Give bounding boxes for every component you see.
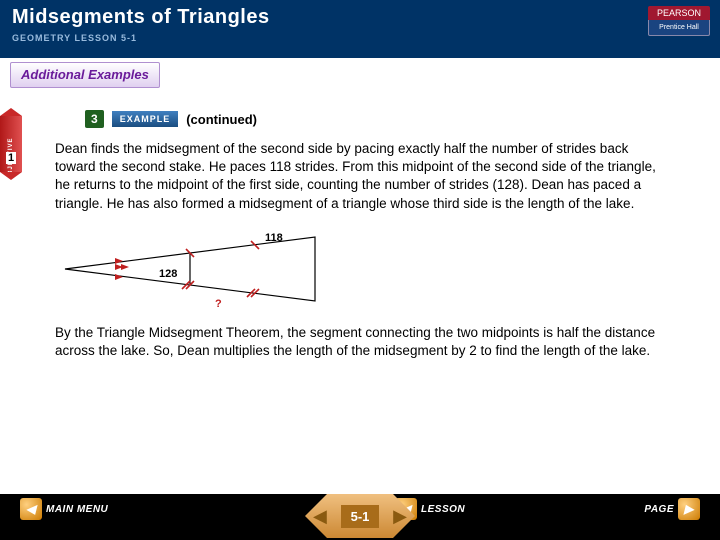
example-badge: EXAMPLE bbox=[112, 111, 179, 127]
page-button[interactable]: PAGE ▶ bbox=[644, 498, 700, 520]
diagram-label-128: 128 bbox=[159, 268, 177, 280]
publisher-logo: PEARSON Prentice Hall bbox=[648, 6, 710, 36]
arrow-left-icon: ◀ bbox=[20, 498, 42, 520]
triangle-diagram: 118 128 ? bbox=[55, 229, 325, 309]
diagram-label-unknown: ? bbox=[215, 298, 222, 309]
paragraph-1: Dean finds the midsegment of the second … bbox=[55, 140, 665, 213]
main-menu-button[interactable]: ◀ MAIN MENU bbox=[20, 498, 108, 520]
lesson-subtitle: GEOMETRY LESSON 5-1 bbox=[12, 33, 708, 43]
example-header: 3 EXAMPLE (continued) bbox=[85, 110, 665, 128]
logo-pearson: PEARSON bbox=[648, 6, 710, 20]
objective-number: 1 bbox=[6, 152, 16, 164]
page-prev-icon[interactable]: ◀ bbox=[313, 506, 327, 527]
logo-prentice-hall: Prentice Hall bbox=[648, 20, 710, 36]
paragraph-2: By the Triangle Midsegment Theorem, the … bbox=[55, 324, 665, 360]
continued-label: (continued) bbox=[186, 112, 257, 127]
additional-examples-badge: Additional Examples bbox=[10, 62, 160, 88]
arrow-right-icon: ▶ bbox=[678, 498, 700, 520]
diagram-label-118: 118 bbox=[265, 232, 283, 244]
page-number-badge[interactable]: ◀ 5-1 ▶ bbox=[305, 494, 415, 538]
page-next-icon[interactable]: ▶ bbox=[393, 506, 407, 527]
objective-ribbon-top bbox=[0, 108, 22, 116]
footer-nav: ◀ MAIN MENU ◀ LESSON PAGE ▶ ◀ 5-1 ▶ bbox=[0, 494, 720, 540]
objective-ribbon-bottom bbox=[0, 172, 22, 180]
example-number: 3 bbox=[85, 110, 104, 128]
page-title: Midsegments of Triangles bbox=[12, 6, 708, 29]
header: Midsegments of Triangles GEOMETRY LESSON… bbox=[0, 0, 720, 58]
page-number: 5-1 bbox=[341, 505, 380, 528]
additional-examples-bar: Additional Examples bbox=[0, 58, 720, 92]
content-area: OBJECTIVE 1 3 EXAMPLE (continued) Dean f… bbox=[0, 92, 720, 382]
